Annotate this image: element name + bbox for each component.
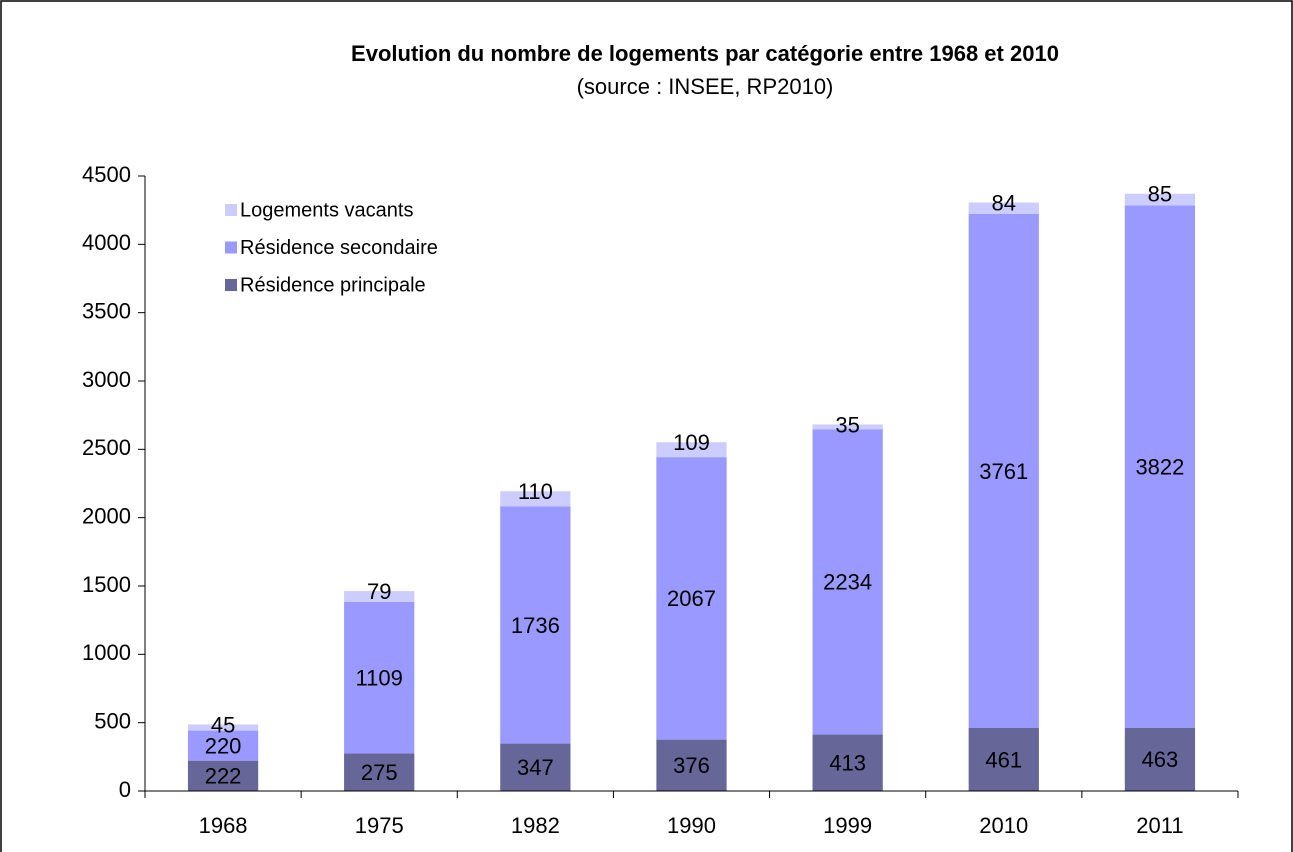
- bar-segment: [500, 491, 571, 507]
- x-tick-label: 2011: [1136, 813, 1183, 838]
- data-label: 275: [361, 760, 398, 785]
- legend-label: Logements vacants: [240, 199, 413, 221]
- data-label: 2234: [823, 570, 872, 595]
- data-label: 347: [517, 755, 554, 780]
- bar-segment: [500, 506, 571, 744]
- data-label: 220: [205, 733, 242, 758]
- data-label: 35: [835, 412, 859, 437]
- bar-segment: [812, 429, 883, 735]
- x-tick-label: 1968: [199, 813, 248, 838]
- y-tick-label: 3500: [82, 298, 131, 323]
- bar-segment: [968, 213, 1039, 728]
- y-tick-label: 4000: [82, 230, 131, 255]
- data-label: 376: [673, 753, 710, 778]
- data-label: 85: [1148, 182, 1172, 207]
- legend-label: Résidence secondaire: [240, 237, 438, 259]
- bar-segment: [344, 601, 415, 754]
- bar-segment: [344, 753, 415, 791]
- bar-segment: [187, 760, 259, 791]
- y-tick-label: 500: [94, 708, 131, 733]
- bar-segment: [812, 424, 883, 430]
- data-label: 79: [367, 579, 391, 604]
- bar-segment: [1124, 205, 1196, 728]
- data-label: 1736: [511, 613, 560, 638]
- y-tick-label: 3000: [82, 367, 131, 392]
- data-label: 84: [992, 190, 1016, 215]
- bar-segment: [968, 202, 1039, 214]
- legend-label: Résidence principale: [240, 274, 426, 296]
- data-label: 463: [1142, 747, 1179, 772]
- legend-swatch: [225, 241, 237, 254]
- x-tick-label: 1999: [823, 813, 872, 838]
- bar-segment: [1124, 727, 1196, 791]
- data-label: 45: [211, 712, 235, 737]
- legend-swatch: [225, 204, 237, 216]
- data-label: 3822: [1135, 454, 1184, 479]
- bar-segment: [187, 730, 259, 761]
- bar-segment: [656, 739, 727, 791]
- bar-segment: [812, 734, 883, 791]
- y-tick-label: 2500: [82, 435, 131, 460]
- x-tick-label: 1975: [355, 813, 404, 838]
- data-label: 3761: [979, 459, 1028, 484]
- data-label: 413: [829, 751, 866, 776]
- bar-segment: [656, 442, 727, 458]
- chart-subtitle: (source : INSEE, RP2010): [577, 74, 834, 99]
- legend-swatch: [225, 279, 237, 291]
- data-label: 110: [518, 479, 553, 504]
- chart-title: Evolution du nombre de logements par cat…: [351, 41, 1059, 66]
- y-tick-label: 1000: [82, 640, 131, 665]
- bar-segment: [1124, 193, 1196, 206]
- y-tick-label: 2000: [82, 503, 131, 528]
- data-label: 1109: [356, 665, 403, 690]
- x-tick-label: 1990: [667, 813, 716, 838]
- bar-segment: [344, 591, 415, 602]
- data-label: 2067: [667, 586, 716, 611]
- data-label: 109: [673, 430, 710, 455]
- y-tick-label: 4500: [82, 162, 131, 187]
- data-label: 461: [985, 747, 1022, 772]
- y-tick-label: 0: [119, 777, 131, 802]
- bar-segment: [187, 724, 259, 731]
- y-tick-label: 1500: [82, 572, 131, 597]
- x-tick-label: 1982: [511, 813, 560, 838]
- data-label: 222: [205, 764, 242, 789]
- bar-segment: [656, 457, 727, 740]
- x-tick-label: 2010: [979, 813, 1028, 838]
- bar-segment: [968, 727, 1039, 791]
- bar-segment: [500, 743, 571, 791]
